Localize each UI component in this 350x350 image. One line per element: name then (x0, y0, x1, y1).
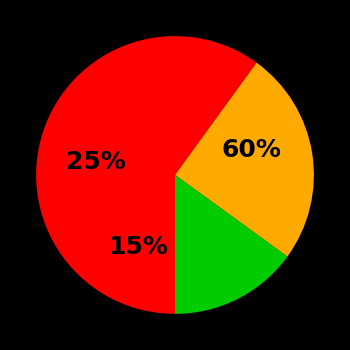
Text: 15%: 15% (108, 235, 168, 259)
Text: 60%: 60% (222, 138, 281, 162)
Wedge shape (36, 36, 257, 314)
Text: 25%: 25% (65, 150, 125, 174)
Wedge shape (175, 175, 287, 314)
Wedge shape (175, 63, 314, 257)
